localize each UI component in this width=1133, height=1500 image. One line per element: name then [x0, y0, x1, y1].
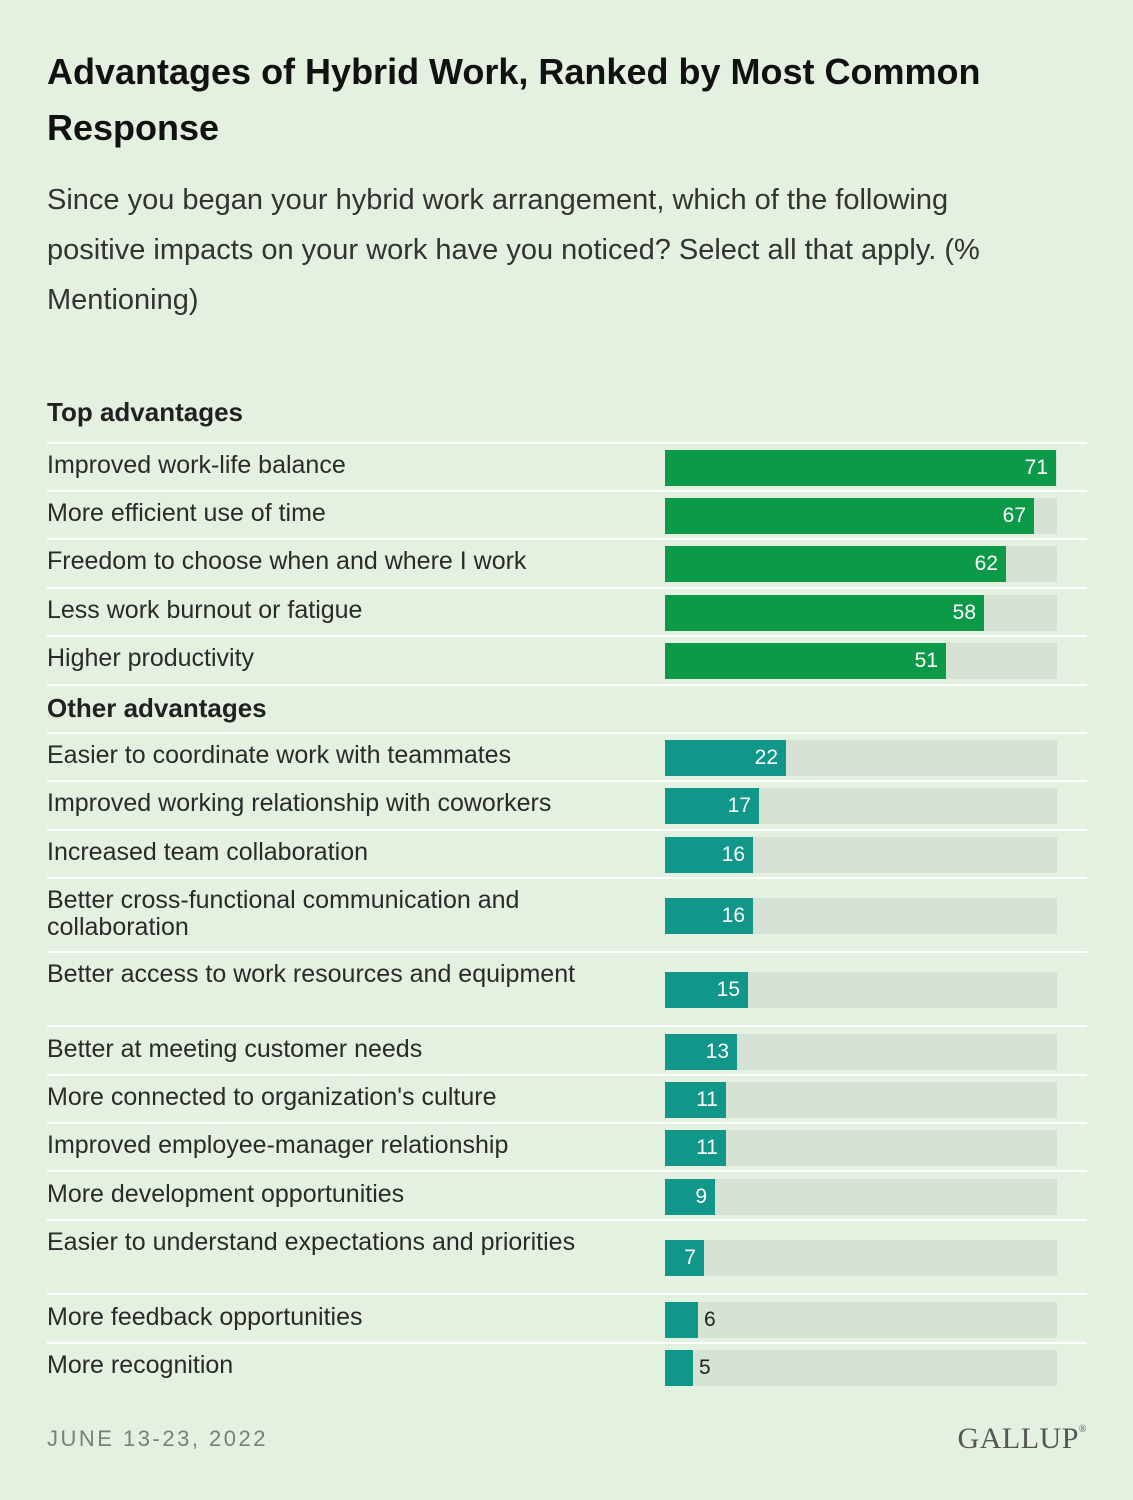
chart-title: Advantages of Hybrid Work, Ranked by Mos… — [47, 51, 981, 148]
row-divider — [47, 1074, 1087, 1076]
data-label: 11 — [696, 1088, 718, 1111]
category-label: Improved employee-manager relationship — [47, 1131, 509, 1159]
bar-track: 71 — [665, 450, 1057, 486]
category-label: Easier to coordinate work with teammates — [47, 741, 512, 769]
bar-track: 9 — [665, 1179, 1057, 1215]
bar — [665, 1130, 726, 1166]
category-label: More efficient use of time — [47, 499, 326, 527]
data-label: 11 — [696, 1136, 718, 1159]
bar — [665, 1302, 698, 1338]
logo-text: GALLUP — [957, 1422, 1079, 1455]
category-label: Better cross-functional communication an… — [47, 886, 520, 941]
row-divider — [47, 490, 1087, 492]
row-divider — [47, 829, 1087, 831]
bar — [665, 1034, 737, 1070]
section-heading: Other advantages — [47, 693, 267, 723]
data-label: 71 — [1024, 456, 1048, 479]
category-label: More development opportunities — [47, 1180, 405, 1208]
row-divider — [47, 538, 1087, 540]
row-divider — [47, 1170, 1087, 1172]
category-label: Increased team collaboration — [47, 838, 369, 866]
bar-track: 6 — [665, 1302, 1057, 1338]
data-label: 67 — [1002, 504, 1026, 527]
bar-track: 15 — [665, 972, 1057, 1008]
bar-track: 13 — [665, 1034, 1057, 1070]
bar-track: 11 — [665, 1082, 1057, 1118]
bar-track: 22 — [665, 740, 1057, 776]
bar-track: 16 — [665, 837, 1057, 873]
category-label: Better at meeting customer needs — [47, 1035, 423, 1063]
data-label: 6 — [704, 1308, 716, 1331]
row-divider — [47, 1293, 1087, 1295]
row-divider — [47, 1342, 1087, 1344]
bar-track: 11 — [665, 1130, 1057, 1166]
category-label: More connected to organization's culture — [47, 1083, 497, 1111]
row-divider — [47, 780, 1087, 782]
data-label: 16 — [721, 904, 745, 927]
data-label: 16 — [721, 843, 745, 866]
row-divider — [47, 684, 1087, 686]
category-label: More feedback opportunities — [47, 1303, 363, 1331]
bar — [665, 595, 984, 631]
row-divider — [47, 951, 1087, 953]
bar — [665, 972, 748, 1008]
data-label: 15 — [716, 978, 740, 1001]
data-label: 58 — [952, 601, 976, 624]
bar — [665, 740, 786, 776]
row-divider — [47, 442, 1087, 444]
bar-track: 5 — [665, 1350, 1057, 1386]
row-divider — [47, 587, 1087, 589]
category-label: Improved work-life balance — [47, 451, 346, 479]
bar — [665, 1240, 704, 1276]
bar-track: 58 — [665, 595, 1057, 631]
data-label: 7 — [684, 1246, 696, 1269]
category-label: Higher productivity — [47, 644, 255, 672]
bar-track: 16 — [665, 898, 1057, 934]
data-label: 9 — [695, 1185, 707, 1208]
row-divider — [47, 877, 1087, 879]
bar — [665, 498, 1034, 534]
bar — [665, 837, 753, 873]
category-label: Less work burnout or fatigue — [47, 596, 363, 624]
bar-track: 51 — [665, 643, 1057, 679]
chart-subtitle: Since you began your hybrid work arrange… — [47, 184, 980, 316]
data-label: 51 — [914, 649, 938, 672]
category-label: More recognition — [47, 1351, 234, 1379]
row-divider — [47, 1025, 1087, 1027]
row-divider — [47, 732, 1087, 734]
bar — [665, 898, 753, 934]
bar-track: 17 — [665, 788, 1057, 824]
category-label: Better access to work resources and equi… — [47, 960, 576, 988]
category-label: Easier to understand expectations and pr… — [47, 1228, 576, 1256]
data-label: 5 — [699, 1356, 711, 1379]
section-heading: Top advantages — [47, 397, 244, 427]
data-label: 13 — [705, 1040, 729, 1063]
bar-track: 62 — [665, 546, 1057, 582]
row-divider — [47, 1219, 1087, 1221]
survey-date: JUNE 13-23, 2022 — [47, 1426, 268, 1451]
bar — [665, 1082, 726, 1118]
category-label: Freedom to choose when and where I work — [47, 547, 527, 575]
logo-mark: ® — [1078, 1424, 1087, 1435]
data-label: 22 — [754, 746, 778, 769]
bar — [665, 1350, 693, 1386]
data-label: 17 — [727, 794, 751, 817]
bar — [665, 788, 759, 824]
row-divider — [47, 635, 1087, 637]
category-label: Improved working relationship with cowor… — [47, 789, 552, 817]
bar — [665, 450, 1056, 486]
bar — [665, 643, 946, 679]
row-divider — [47, 1122, 1087, 1124]
bar-track: 7 — [665, 1240, 1057, 1276]
bar — [665, 546, 1006, 582]
bar-track: 67 — [665, 498, 1057, 534]
data-label: 62 — [974, 552, 998, 575]
bar — [665, 1179, 715, 1215]
gallup-logo: GALLUP® — [958, 1422, 1087, 1456]
